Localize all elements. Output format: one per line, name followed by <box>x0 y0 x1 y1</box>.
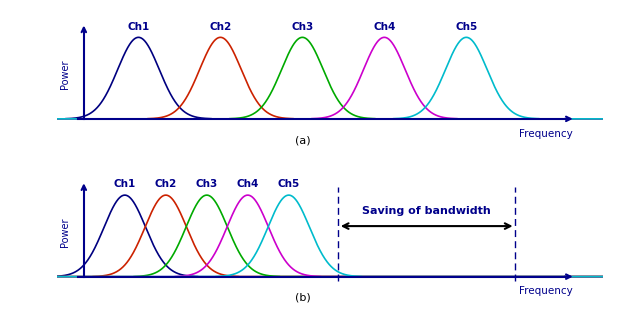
Text: Frequency: Frequency <box>519 286 573 297</box>
Text: Ch1: Ch1 <box>114 179 136 189</box>
Text: Ch5: Ch5 <box>278 179 300 189</box>
Text: Ch2: Ch2 <box>154 179 177 189</box>
Text: (a): (a) <box>295 135 310 145</box>
Text: Power: Power <box>60 217 70 247</box>
Text: Ch3: Ch3 <box>196 179 218 189</box>
Text: Ch3: Ch3 <box>291 22 313 32</box>
Text: Ch4: Ch4 <box>237 179 259 189</box>
Text: (b): (b) <box>295 293 310 303</box>
Text: Ch2: Ch2 <box>209 22 232 32</box>
Text: Frequency: Frequency <box>519 128 573 139</box>
Text: Ch1: Ch1 <box>127 22 149 32</box>
Text: Ch4: Ch4 <box>373 22 396 32</box>
Text: Power: Power <box>60 59 70 89</box>
Text: Ch5: Ch5 <box>455 22 477 32</box>
Text: Saving of bandwidth: Saving of bandwidth <box>362 206 491 216</box>
